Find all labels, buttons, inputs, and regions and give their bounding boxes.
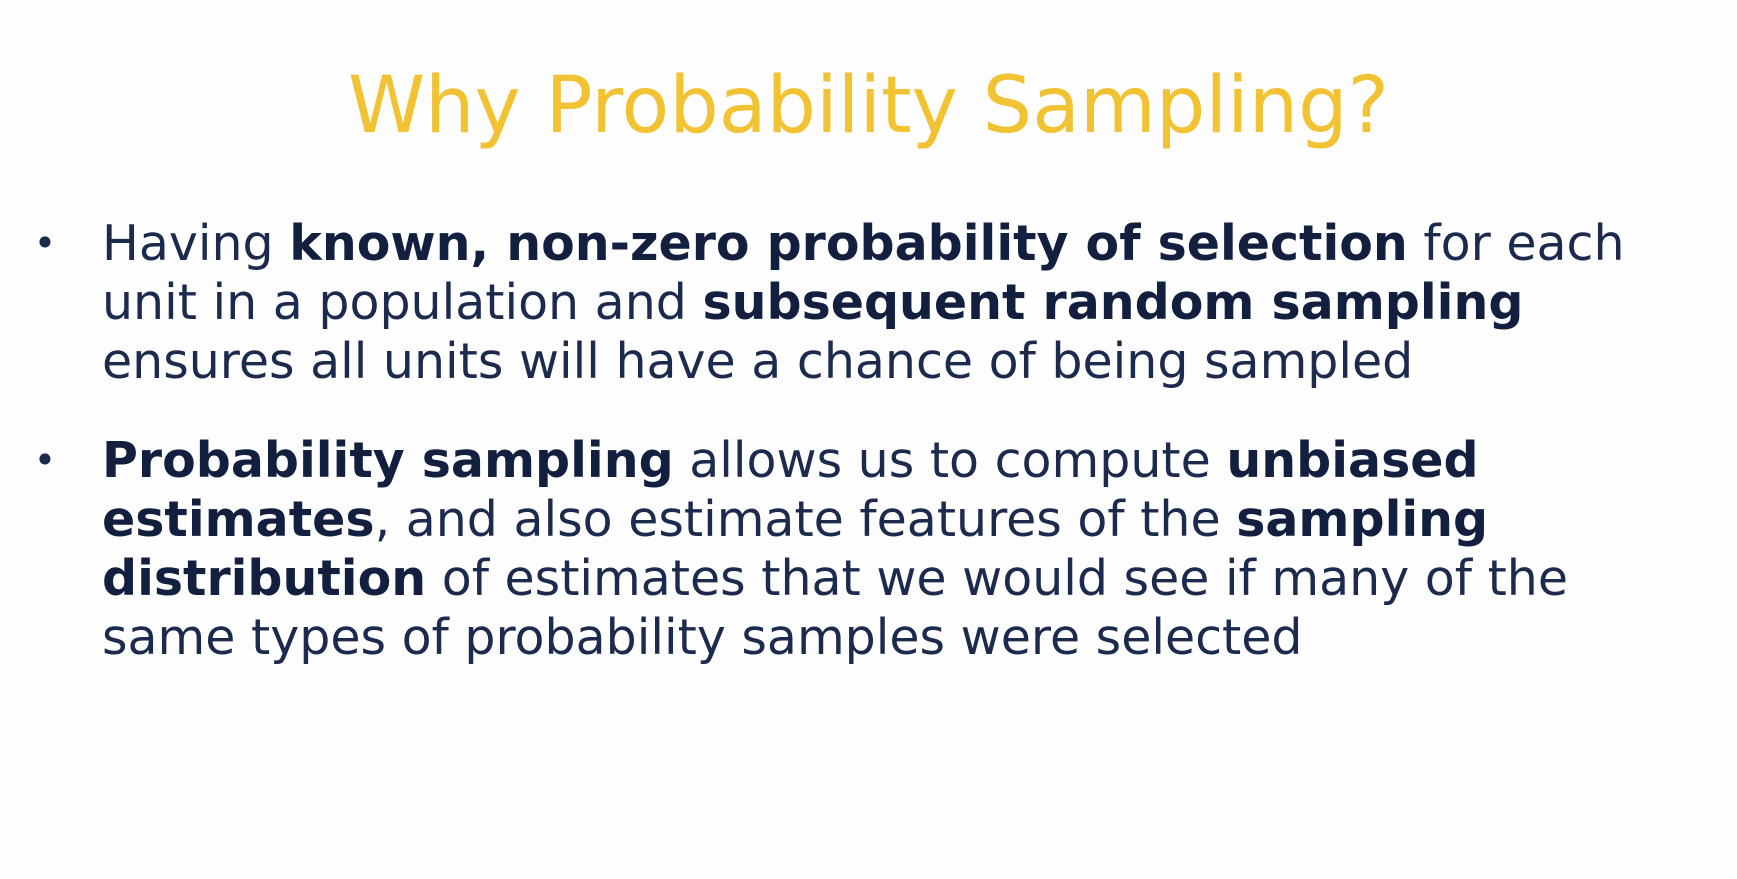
bullet-2-text: Probability sampling allows us to comput…	[102, 432, 1568, 666]
emphasized-text: known, non-zero probability of selection	[289, 215, 1408, 272]
bullet-dot-icon: •	[33, 438, 57, 482]
slide-title: Why Probability Sampling?	[347, 61, 1390, 151]
plain-text: for each unit in a population and	[102, 215, 1625, 331]
emphasized-text: unbiased estimates	[102, 432, 1479, 548]
bullet-item-2: • Probability sampling allows us to comp…	[30, 431, 1710, 667]
bullet-dot-icon: •	[33, 221, 57, 265]
emphasized-text: Probability sampling	[102, 432, 674, 489]
plain-text: ensures all units will have a chance of …	[102, 333, 1414, 390]
plain-text: allows us to compute	[673, 432, 1227, 489]
bullet-list: • Having known, non-zero probability of …	[30, 214, 1710, 667]
plain-text: , and also estimate features of the	[374, 491, 1237, 548]
bullet-item-1: • Having known, non-zero probability of …	[30, 214, 1710, 391]
plain-text: Having	[102, 215, 290, 272]
plain-text: of estimates that we would see if many o…	[102, 550, 1568, 666]
bullet-1-text: Having known, non-zero probability of se…	[102, 215, 1625, 390]
emphasized-text: subsequent random sampling	[702, 274, 1524, 331]
emphasized-text: sampling distribution	[102, 491, 1489, 607]
